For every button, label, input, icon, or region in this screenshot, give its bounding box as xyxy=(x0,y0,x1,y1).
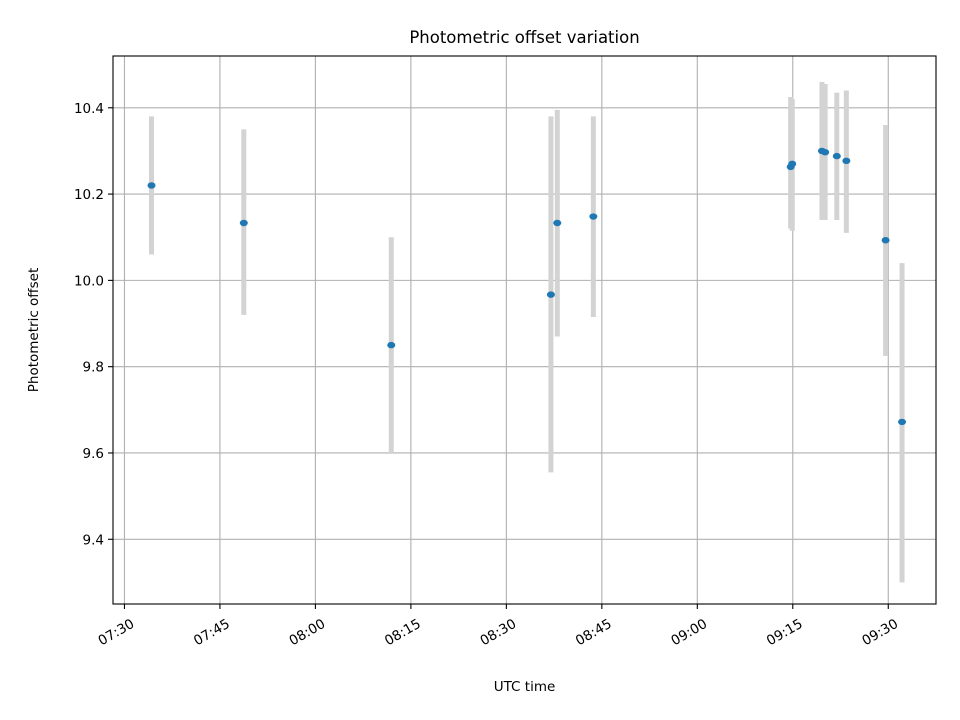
x-tick-label: 09:30 xyxy=(859,616,901,649)
data-point xyxy=(553,219,562,227)
data-point xyxy=(881,237,890,244)
x-tick-label: 08:30 xyxy=(477,616,519,649)
data-point xyxy=(387,341,396,349)
data-point xyxy=(239,219,248,227)
y-gridlines xyxy=(113,107,936,540)
y-axis-ticks: 9.4 9.6 9.8 10.0 10.2 10.4 xyxy=(74,101,113,548)
data-point xyxy=(898,418,907,426)
data-point xyxy=(788,160,797,168)
x-tick-label: 08:15 xyxy=(382,616,424,649)
y-tick-label: 10.4 xyxy=(74,101,104,117)
data-point xyxy=(842,157,851,165)
y-tick-label: 10.2 xyxy=(74,187,104,203)
y-axis-label: Photometric offset xyxy=(26,268,42,392)
x-gridlines xyxy=(123,56,889,604)
x-tick-label: 07:30 xyxy=(96,616,138,649)
data-point xyxy=(589,213,598,220)
y-tick-label: 9.8 xyxy=(83,360,104,376)
y-tick-label: 9.4 xyxy=(83,532,104,548)
x-axis-label: UTC time xyxy=(494,679,556,695)
plot-frame xyxy=(112,55,937,605)
data-points xyxy=(147,147,907,426)
x-tick-label: 09:15 xyxy=(764,616,806,649)
error-bars xyxy=(149,81,905,583)
data-point xyxy=(821,149,830,156)
chart-title: Photometric offset variation xyxy=(409,28,639,47)
x-axis-ticks: 07:30 07:45 08:00 08:15 08:30 08:45 09:00 09:15… xyxy=(96,604,901,649)
y-tick-label: 9.6 xyxy=(83,446,104,462)
data-point xyxy=(546,291,555,298)
x-tick-label: 09:00 xyxy=(668,616,710,649)
y-tick-label: 10.0 xyxy=(74,273,104,289)
data-point xyxy=(832,152,841,160)
data-point xyxy=(147,182,156,189)
x-tick-label: 07:45 xyxy=(191,616,233,649)
x-tick-label: 08:45 xyxy=(573,616,615,649)
x-tick-label: 08:00 xyxy=(287,616,329,649)
